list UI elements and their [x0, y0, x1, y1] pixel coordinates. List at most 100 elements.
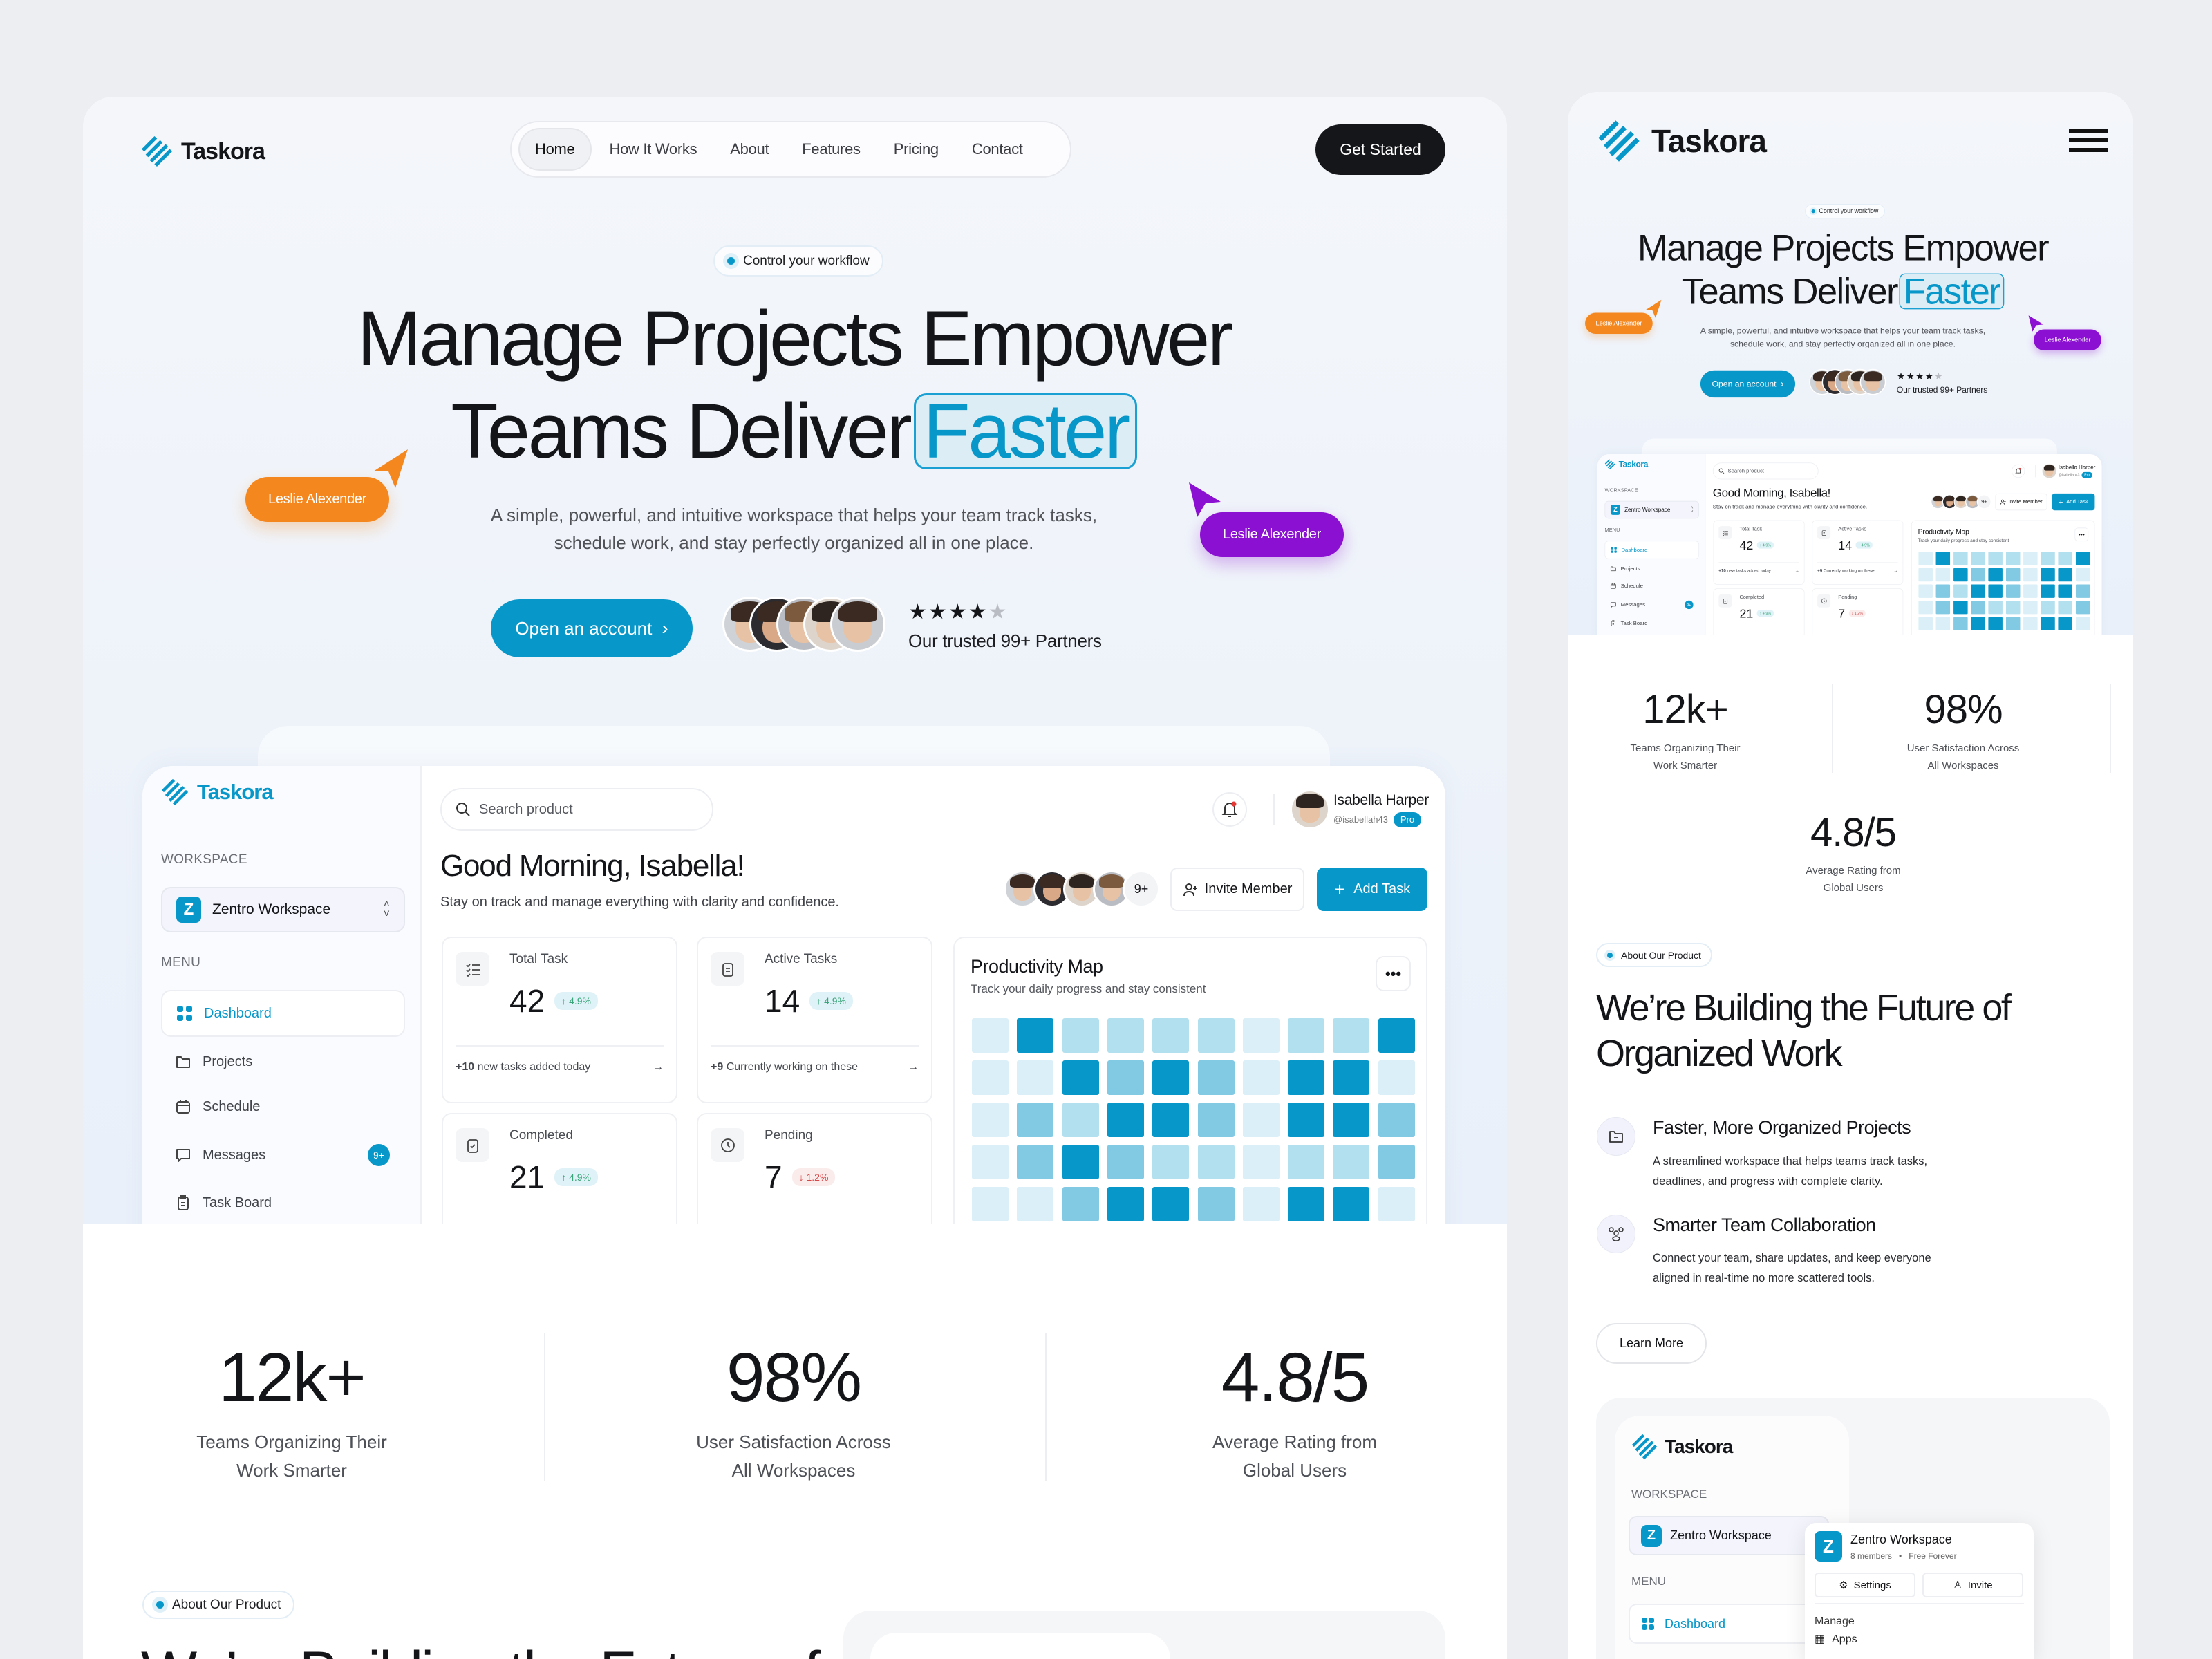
heatmap-cell[interactable] — [1288, 1060, 1325, 1095]
heatmap-cell[interactable] — [1936, 552, 1951, 565]
brand-logo[interactable]: Taskora — [141, 135, 265, 167]
sidebar-item-messages[interactable]: Messages 9+ — [161, 1132, 405, 1179]
workspace-selector[interactable]: Z Zentro Workspace ˄ ˅ — [1604, 500, 1700, 519]
heatmap-cell[interactable] — [1971, 617, 1985, 631]
heatmap-cell[interactable] — [2023, 584, 2038, 598]
notifications-button[interactable] — [2012, 464, 2025, 478]
heatmap-cell[interactable] — [2058, 584, 2073, 598]
add-task-button[interactable]: + Add Task — [1317, 868, 1427, 911]
heatmap-cell[interactable] — [1062, 1145, 1099, 1179]
heatmap-cell[interactable] — [1378, 1060, 1415, 1095]
heatmap-cell[interactable] — [2005, 568, 2021, 582]
heatmap-cell[interactable] — [1971, 584, 1985, 598]
heatmap-cell[interactable] — [1062, 1103, 1099, 1137]
heatmap-cell[interactable] — [2023, 617, 2038, 631]
heatmap-cell[interactable] — [1017, 1018, 1054, 1053]
team-avatars[interactable]: 9+ — [1931, 494, 1995, 509]
heatmap-cell[interactable] — [1288, 1145, 1325, 1179]
heatmap-cell[interactable] — [1333, 1060, 1370, 1095]
heatmap-cell[interactable] — [2023, 552, 2038, 565]
heatmap-cell[interactable] — [1988, 617, 2003, 631]
heatmap-cell[interactable] — [1378, 1145, 1415, 1179]
heatmap-cell[interactable] — [1918, 552, 1933, 565]
notifications-button[interactable] — [1212, 792, 1247, 827]
heatmap-cell[interactable] — [2075, 601, 2090, 615]
search-input[interactable]: Search product — [1712, 462, 1819, 480]
heatmap-cell[interactable] — [1288, 1187, 1325, 1221]
add-task-button[interactable]: + Add Task — [2052, 493, 2095, 511]
sidebar-item-messages[interactable]: Messages 9+ — [1604, 596, 1699, 614]
heatmap-cell[interactable] — [1062, 1018, 1099, 1053]
heatmap-cell[interactable] — [972, 1018, 1009, 1053]
heatmap-cell[interactable] — [1971, 601, 1985, 615]
heatmap-cell[interactable] — [1107, 1060, 1144, 1095]
popup-invite-button[interactable]: ♙ Invite — [1922, 1573, 2023, 1597]
invite-member-button[interactable]: Invite Member — [1995, 493, 2047, 511]
heatmap-cell[interactable] — [1107, 1018, 1144, 1053]
heatmap-cell[interactable] — [972, 1103, 1009, 1137]
heatmap-cell[interactable] — [1242, 1018, 1280, 1053]
heatmap-cell[interactable] — [2005, 552, 2021, 565]
heatmap-cell[interactable] — [2023, 568, 2038, 582]
heatmap-cell[interactable] — [1936, 601, 1951, 615]
user-avatar[interactable] — [2042, 464, 2056, 478]
sidebar-item-dashboard[interactable]: Dashboard — [1604, 541, 1700, 559]
heatmap-cell[interactable] — [1152, 1060, 1190, 1095]
heatmap-cell[interactable] — [1918, 617, 1933, 631]
heatmap-cell[interactable] — [2041, 617, 2055, 631]
nav-features[interactable]: Features — [802, 140, 861, 158]
heatmap-cell[interactable] — [1152, 1145, 1190, 1179]
brand-logo[interactable]: Taskora — [1597, 120, 1767, 162]
heatmap-cell[interactable] — [1197, 1060, 1235, 1095]
heatmap-cell[interactable] — [1988, 568, 2003, 582]
heatmap-cell[interactable] — [1918, 584, 1933, 598]
heatmap-cell[interactable] — [2041, 584, 2055, 598]
sidebar-item-task-board[interactable]: Task Board — [161, 1179, 405, 1224]
heatmap-cell[interactable] — [2041, 552, 2055, 565]
heatmap-cell[interactable] — [972, 1060, 1009, 1095]
heatmap-cell[interactable] — [1971, 552, 1985, 565]
heatmap-cell[interactable] — [2041, 568, 2055, 582]
workspace-selector[interactable]: Z Zentro Workspace — [1629, 1516, 1829, 1555]
more-options-button[interactable]: ••• — [2074, 527, 2089, 542]
heatmap-cell[interactable] — [972, 1187, 1009, 1221]
stat-footer[interactable]: +9 Currently working on these → — [1817, 568, 1897, 573]
nav-home[interactable]: Home — [518, 128, 592, 171]
heatmap-cell[interactable] — [1333, 1103, 1370, 1137]
heatmap-cell[interactable] — [1936, 617, 1951, 631]
heatmap-cell[interactable] — [1936, 584, 1951, 598]
heatmap-cell[interactable] — [1953, 552, 1968, 565]
sidebar-logo[interactable]: Taskora — [1604, 459, 1648, 469]
heatmap-cell[interactable] — [1242, 1145, 1280, 1179]
heatmap-cell[interactable] — [1152, 1103, 1190, 1137]
sidebar-item-projects[interactable]: Projects — [1604, 559, 1699, 577]
sidebar-item-schedule[interactable]: Schedule — [1604, 577, 1699, 595]
heatmap-cell[interactable] — [1953, 568, 1968, 582]
heatmap-cell[interactable] — [972, 1145, 1009, 1179]
stat-footer[interactable]: +9 Currently working on these → — [711, 1061, 919, 1074]
heatmap-cell[interactable] — [1988, 584, 2003, 598]
heatmap-cell[interactable] — [1378, 1103, 1415, 1137]
heatmap-cell[interactable] — [1017, 1145, 1054, 1179]
sidebar-item-schedule[interactable]: Schedule — [161, 1083, 405, 1130]
heatmap-cell[interactable] — [1333, 1145, 1370, 1179]
heatmap-cell[interactable] — [2023, 601, 2038, 615]
open-account-button[interactable]: Open an account › — [491, 599, 693, 657]
nav-contact[interactable]: Contact — [971, 140, 1023, 158]
user-avatar[interactable] — [1292, 791, 1328, 827]
heatmap-cell[interactable] — [2075, 584, 2090, 598]
get-started-button[interactable]: Get Started — [1315, 124, 1445, 175]
heatmap-cell[interactable] — [2058, 617, 2073, 631]
workspace-selector[interactable]: Z Zentro Workspace ˄ ˅ — [161, 887, 405, 932]
popup-apps-item[interactable]: ▦ Apps — [1815, 1633, 1857, 1647]
heatmap-cell[interactable] — [2005, 617, 2021, 631]
heatmap-cell[interactable] — [2058, 552, 2073, 565]
heatmap-cell[interactable] — [1378, 1018, 1415, 1053]
search-input[interactable]: Search product — [440, 788, 713, 831]
sidebar-logo[interactable]: Taskora — [1631, 1434, 1733, 1460]
stat-footer[interactable]: +10 new tasks added today → — [456, 1061, 664, 1074]
stat-footer[interactable]: +10 new tasks added today → — [1718, 568, 1799, 573]
heatmap-cell[interactable] — [1107, 1145, 1144, 1179]
heatmap-cell[interactable] — [1988, 552, 2003, 565]
heatmap-cell[interactable] — [1197, 1018, 1235, 1053]
